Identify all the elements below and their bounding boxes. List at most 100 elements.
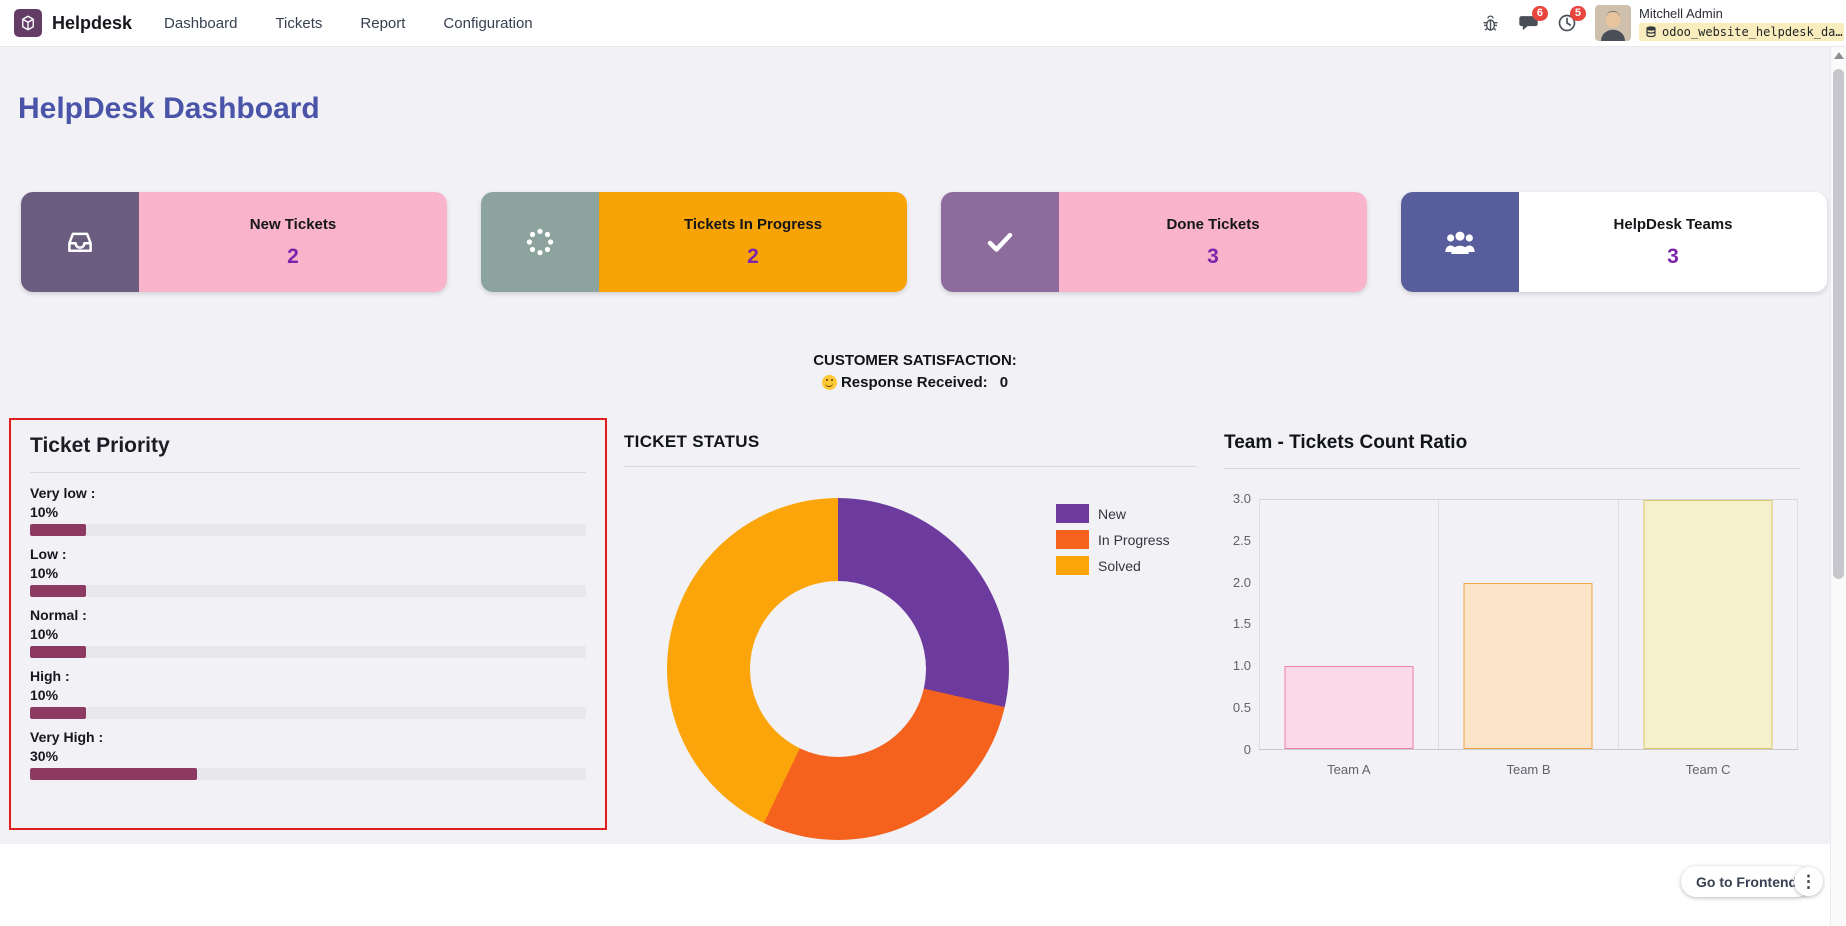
page-title: HelpDesk Dashboard [18, 92, 320, 125]
progress-fill [30, 585, 86, 597]
ticket-status-donut[interactable] [667, 498, 1009, 840]
messages-badge: 6 [1531, 5, 1548, 21]
stat-cards-row: New Tickets 2 Tickets In Progress 2 Done… [21, 192, 1827, 292]
user-info: Mitchell Admin odoo_website_helpdesk_da… [1639, 5, 1844, 41]
customer-satisfaction: CUSTOMER SATISFACTION: Response Received… [0, 352, 1830, 391]
divider [1224, 468, 1801, 469]
ellipsis-icon: ⋮ [1800, 871, 1817, 891]
progress-fill [30, 646, 86, 658]
progress-fill [30, 707, 86, 719]
chat-icon [1518, 13, 1539, 34]
chart-column [1438, 500, 1617, 749]
ticket-status-title: TICKET STATUS [624, 432, 760, 451]
stat-card-label: Done Tickets [1166, 215, 1260, 233]
priority-items: Very low : 10% Low : 10% Normal : 10% Hi… [30, 485, 586, 780]
chart-column [1259, 500, 1438, 749]
progress-track [30, 768, 586, 780]
bar-team-a[interactable] [1284, 666, 1414, 749]
ticket-status-panel: TICKET STATUS New In Progress Solved [624, 418, 1197, 840]
app-name[interactable]: Helpdesk [52, 12, 133, 33]
bar-team-c[interactable] [1643, 500, 1773, 749]
stat-card-label: HelpDesk Teams [1613, 215, 1733, 233]
stat-card-label: New Tickets [249, 215, 337, 233]
menu-item-tickets[interactable]: Tickets [275, 14, 323, 32]
stat-card-done-tickets[interactable]: Done Tickets 3 [941, 192, 1367, 292]
messages-button[interactable]: 6 [1518, 5, 1548, 34]
progress-track [30, 707, 586, 719]
progress-fill [30, 524, 86, 536]
clock-icon [1557, 13, 1577, 33]
scroll-up-arrow[interactable] [1833, 52, 1844, 59]
progress-track [30, 585, 586, 597]
app-logo[interactable] [14, 9, 42, 37]
menu-item-configuration[interactable]: Configuration [443, 14, 533, 32]
debug-button[interactable] [1481, 14, 1500, 33]
legend-swatch [1056, 504, 1089, 523]
activities-badge: 5 [1569, 6, 1586, 21]
chart-legend: New In Progress Solved [1056, 504, 1170, 582]
vertical-scrollbar[interactable] [1830, 47, 1846, 926]
priority-item-normal: Normal : 10% [30, 607, 586, 658]
divider [30, 472, 586, 473]
stat-card-label: Tickets In Progress [683, 215, 823, 233]
go-to-frontend-button[interactable]: Go to Frontend [1681, 866, 1813, 897]
priority-item-low: Low : 10% [30, 546, 586, 597]
stat-card-value: 2 [747, 244, 759, 268]
legend-swatch [1056, 530, 1089, 549]
priority-item-high: High : 10% [30, 668, 586, 719]
menu-item-dashboard[interactable]: Dashboard [164, 14, 238, 32]
ticket-priority-title: Ticket Priority [30, 434, 170, 457]
bug-icon [1481, 14, 1500, 33]
legend-swatch [1056, 556, 1089, 575]
progress-track [30, 524, 586, 536]
stat-card-helpdesk-teams[interactable]: HelpDesk Teams 3 [1401, 192, 1827, 292]
avatar [1595, 5, 1631, 41]
cube-icon [19, 14, 37, 32]
stat-card-value: 2 [287, 244, 299, 268]
response-received-label: Response Received: [840, 374, 988, 391]
top-navbar: Helpdesk Dashboard Tickets Report Config… [0, 0, 1846, 47]
donut-hole [750, 581, 926, 757]
menu-item-report[interactable]: Report [360, 14, 406, 32]
legend-item-in-progress[interactable]: In Progress [1056, 530, 1170, 549]
bar-chart-plot [1259, 499, 1798, 750]
user-menu[interactable]: Mitchell Admin odoo_website_helpdesk_da… [1595, 5, 1844, 41]
main-menu: Dashboard Tickets Report Configuration [162, 9, 535, 38]
smiley-icon [821, 375, 837, 390]
scrollbar-thumb[interactable] [1833, 69, 1844, 579]
y-axis-labels: 3.0 2.5 2.0 1.5 1.0 0.5 0 [1232, 491, 1251, 757]
stat-card-value: 3 [1207, 244, 1219, 268]
activities-button[interactable]: 5 [1557, 6, 1586, 33]
chart-column [1617, 500, 1798, 749]
priority-item-very-low: Very low : 10% [30, 485, 586, 536]
priority-item-very-high: Very High : 30% [30, 729, 586, 780]
user-name: Mitchell Admin [1639, 6, 1723, 21]
inbox-icon [21, 192, 139, 292]
stat-card-new-tickets[interactable]: New Tickets 2 [21, 192, 447, 292]
category-label: Team A [1327, 762, 1371, 777]
team-tickets-panel: Team - Tickets Count Ratio 3.0 2.5 2.0 1… [1224, 418, 1801, 830]
ticket-priority-panel: Ticket Priority Very low : 10% Low : 10%… [9, 418, 607, 830]
stat-card-tickets-in-progress[interactable]: Tickets In Progress 2 [481, 192, 907, 292]
progress-fill [30, 768, 197, 780]
spinner-icon [481, 192, 599, 292]
stat-card-value: 3 [1667, 244, 1679, 268]
database-badge: odoo_website_helpdesk_da… [1639, 23, 1844, 41]
systray: 6 5 Mitchell Admin [1481, 5, 1846, 41]
category-label: Team B [1506, 762, 1551, 777]
check-icon [941, 192, 1059, 292]
progress-track [30, 646, 586, 658]
database-icon [1645, 26, 1657, 38]
response-received-value: 0 [999, 374, 1009, 391]
x-axis-labels: Team A Team B Team C [1259, 762, 1798, 777]
database-name: odoo_website_helpdesk_da… [1662, 25, 1843, 39]
legend-item-solved[interactable]: Solved [1056, 556, 1170, 575]
satisfaction-title: CUSTOMER SATISFACTION: [813, 352, 1017, 369]
legend-item-new[interactable]: New [1056, 504, 1170, 523]
more-actions-button[interactable]: ⋮ [1794, 867, 1823, 896]
category-label: Team C [1685, 762, 1731, 777]
bar-team-b[interactable] [1463, 583, 1593, 749]
users-icon [1401, 192, 1519, 292]
team-chart-title: Team - Tickets Count Ratio [1224, 432, 1468, 453]
divider [624, 466, 1197, 467]
